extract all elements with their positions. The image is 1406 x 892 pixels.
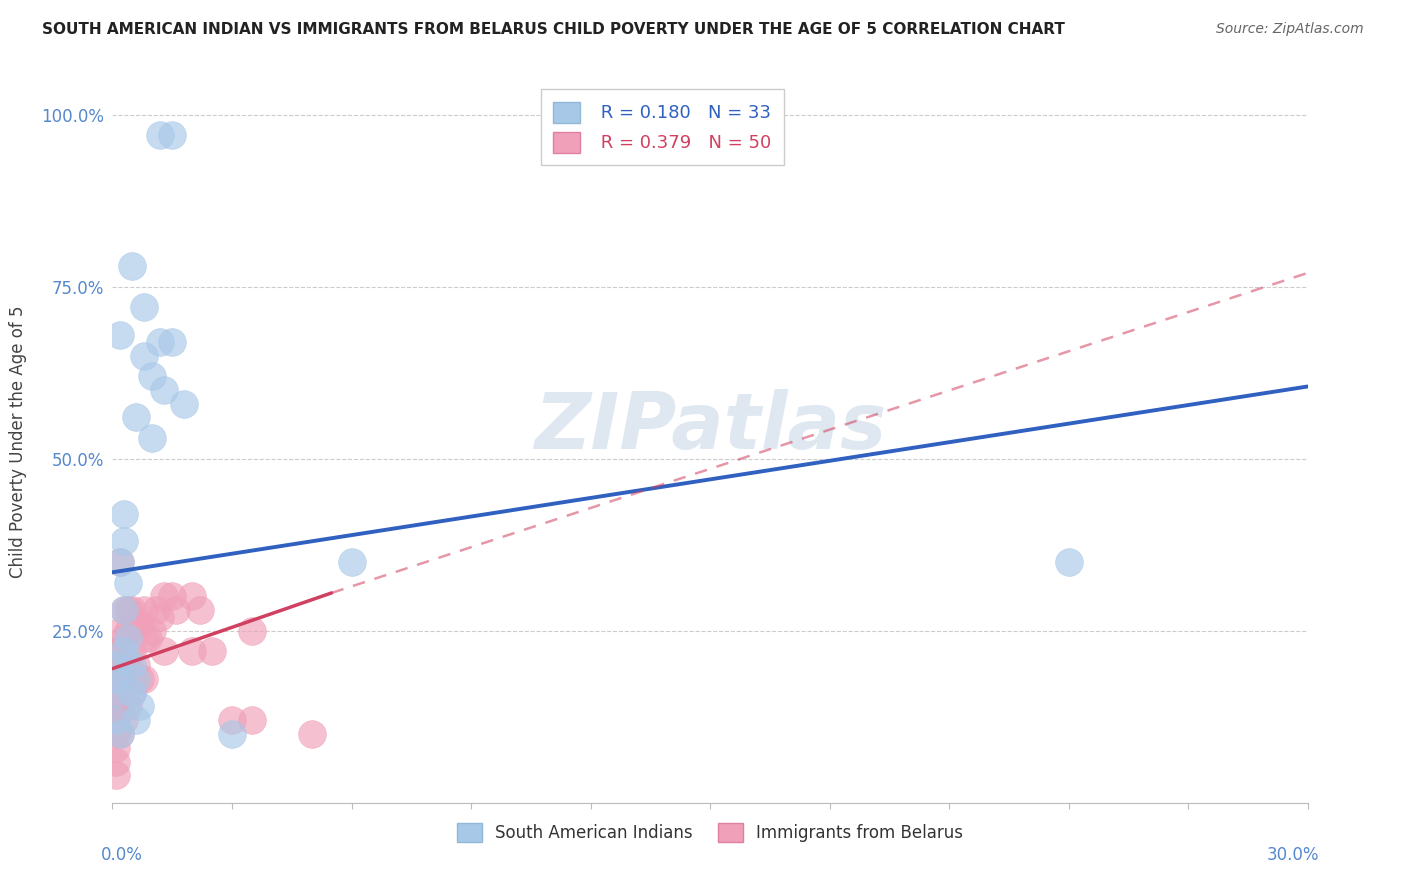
Point [125, 658, 148, 673]
Point [114, 713, 135, 727]
Point [162, 128, 183, 143]
Point [117, 575, 139, 590]
Text: 0.0%: 0.0% [101, 847, 142, 864]
Point [117, 699, 139, 714]
Point [141, 369, 163, 384]
Point [110, 555, 132, 569]
Point [117, 624, 139, 638]
Point [105, 713, 128, 727]
Point [110, 727, 132, 741]
Point [134, 349, 156, 363]
Point [105, 686, 128, 700]
Point [149, 334, 172, 349]
Text: SOUTH AMERICAN INDIAN VS IMMIGRANTS FROM BELARUS CHILD POVERTY UNDER THE AGE OF : SOUTH AMERICAN INDIAN VS IMMIGRANTS FROM… [42, 22, 1066, 37]
Point [125, 616, 148, 631]
Point [105, 727, 128, 741]
Point [149, 128, 172, 143]
Point [134, 301, 156, 315]
Point [117, 658, 139, 673]
Point [1057, 555, 1080, 569]
Point [110, 672, 132, 686]
Point [114, 603, 135, 617]
Point [117, 631, 139, 645]
Text: ZIPatlas: ZIPatlas [534, 389, 886, 465]
Point [221, 727, 243, 741]
Point [125, 410, 148, 425]
Text: Source: ZipAtlas.com: Source: ZipAtlas.com [1216, 22, 1364, 37]
Point [121, 644, 143, 658]
Point [181, 644, 204, 658]
Point [114, 603, 135, 617]
Point [105, 740, 128, 755]
Point [125, 672, 148, 686]
Point [129, 672, 152, 686]
Point [165, 603, 187, 617]
Point [201, 644, 224, 658]
Point [134, 603, 156, 617]
Point [114, 631, 135, 645]
Point [129, 699, 152, 714]
Point [301, 727, 323, 741]
Point [110, 644, 132, 658]
Point [105, 713, 128, 727]
Point [129, 616, 152, 631]
Point [114, 644, 135, 658]
Point [153, 383, 176, 397]
Point [105, 672, 128, 686]
Point [121, 603, 143, 617]
Point [240, 624, 263, 638]
Point [110, 699, 132, 714]
Point [181, 590, 204, 604]
Point [105, 768, 128, 782]
Point [110, 624, 132, 638]
Point [188, 603, 211, 617]
Point [105, 672, 128, 686]
Point [110, 727, 132, 741]
Legend: South American Indians, Immigrants from Belarus: South American Indians, Immigrants from … [447, 813, 973, 852]
Point [114, 507, 135, 521]
Point [153, 590, 176, 604]
Point [125, 713, 148, 727]
Point [114, 534, 135, 549]
Point [121, 686, 143, 700]
Point [221, 713, 243, 727]
Point [134, 631, 156, 645]
Point [145, 603, 167, 617]
Point [121, 259, 143, 273]
Point [340, 555, 363, 569]
Point [162, 334, 183, 349]
Point [141, 431, 163, 445]
Point [110, 327, 132, 342]
Point [141, 624, 163, 638]
Point [105, 755, 128, 769]
Point [105, 699, 128, 714]
Point [105, 658, 128, 673]
Point [121, 658, 143, 673]
Y-axis label: Child Poverty Under the Age of 5: Child Poverty Under the Age of 5 [10, 305, 27, 578]
Point [134, 672, 156, 686]
Point [105, 644, 128, 658]
Text: 30.0%: 30.0% [1267, 847, 1320, 864]
Point [149, 610, 172, 624]
Point [162, 590, 183, 604]
Point [138, 631, 160, 645]
Point [117, 603, 139, 617]
Point [173, 397, 195, 411]
Point [240, 713, 263, 727]
Point [105, 658, 128, 673]
Point [105, 686, 128, 700]
Point [153, 644, 176, 658]
Point [121, 686, 143, 700]
Point [114, 672, 135, 686]
Point [110, 555, 132, 569]
